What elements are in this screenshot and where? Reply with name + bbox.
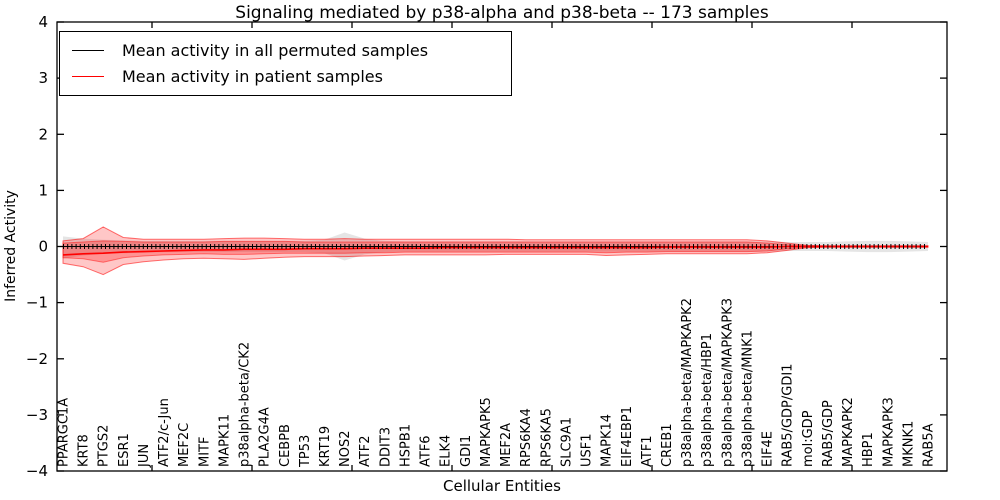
- x-axis-category-label: MAPKAPK2: [841, 397, 856, 467]
- x-axis-category-label: CREB1: [660, 423, 675, 467]
- x-axis-category-label: mol:GDP: [801, 410, 816, 467]
- y-tick-label: 4: [38, 13, 48, 31]
- x-axis-label: Cellular Entities: [443, 477, 561, 495]
- x-axis-category-label: p38alpha-beta/MAPKAPK2: [680, 298, 695, 467]
- x-axis-category-label: RAB5/GDP: [821, 400, 836, 467]
- legend-item-permuted: Mean activity in all permuted samples: [72, 41, 499, 60]
- y-tick-label: 2: [38, 125, 48, 143]
- x-axis-category-label: EIF4E: [761, 431, 776, 467]
- x-axis-category-label: KRT19: [318, 426, 333, 467]
- legend-item-patient: Mean activity in patient samples: [72, 67, 499, 86]
- x-axis-category-label: SLC9A1: [559, 417, 574, 467]
- x-axis-category-label: ESR1: [117, 433, 132, 467]
- legend-label-permuted: Mean activity in all permuted samples: [122, 40, 429, 60]
- y-axis-label: Inferred Activity: [3, 190, 19, 302]
- x-axis-category-label: KRT8: [77, 434, 92, 467]
- y-tick-label: −4: [26, 462, 48, 480]
- x-axis-category-label: RPS6KA4: [519, 408, 534, 467]
- y-tick-label: 3: [38, 69, 48, 87]
- x-axis-category-label: DDIT3: [378, 427, 393, 467]
- permuted-line-swatch: [72, 49, 104, 51]
- x-axis-category-label: PTGS2: [97, 425, 112, 467]
- patient-mean-line: [62, 245, 928, 256]
- x-axis-category-label: p38alpha-beta/MNK1: [741, 330, 756, 467]
- x-axis-category-label: p38alpha-beta/HBP1: [700, 333, 715, 467]
- x-axis-category-label: MITF: [197, 437, 212, 467]
- x-axis-category-label: PLA2G4A: [258, 407, 273, 467]
- x-axis-category-label: MAPKAPK3: [881, 397, 896, 467]
- x-axis-category-label: MEF2C: [177, 423, 192, 467]
- y-tick-label: 0: [38, 238, 48, 256]
- chart-title: Signaling mediated by p38-alpha and p38-…: [235, 3, 769, 23]
- x-axis-category-label: USF1: [580, 433, 595, 467]
- x-axis-category-label: MAPK11: [217, 414, 232, 467]
- x-axis-category-label: MAPK14: [600, 414, 615, 467]
- patient-line-swatch: [72, 76, 104, 78]
- x-axis-category-label: TP53: [298, 435, 313, 468]
- x-axis-category-label: HSPB1: [399, 424, 414, 467]
- x-axis-category-label: ATF2: [358, 435, 373, 467]
- x-axis-category-label: RAB5A: [922, 423, 937, 467]
- x-axis-category-label: MEF2A: [499, 423, 514, 467]
- legend: Mean activity in all permuted samples Me…: [59, 31, 512, 96]
- x-axis-category-label: RPS6KA5: [539, 408, 554, 467]
- y-tick-label: −3: [26, 406, 48, 424]
- x-axis-category-label: ELK4: [439, 435, 454, 467]
- x-axis-category-label: p38alpha-beta/CK2: [238, 342, 253, 467]
- x-axis-category-label: PPARGC1A: [57, 398, 72, 467]
- x-axis-category-label: ATF1: [640, 435, 655, 467]
- x-axis-category-label: MAPKAPK5: [479, 397, 494, 467]
- legend-label-patient: Mean activity in patient samples: [122, 67, 383, 87]
- x-axis-category-label: RAB5/GDP/GDI1: [781, 364, 796, 467]
- y-tick-label: −2: [26, 350, 48, 368]
- x-axis-category-label: CEBPB: [278, 424, 293, 467]
- x-axis-category-label: ATF6: [419, 435, 434, 467]
- x-axis-category-label: HBP1: [861, 432, 876, 467]
- y-tick-label: 1: [38, 181, 48, 199]
- y-tick-label: −1: [26, 294, 48, 312]
- x-axis-category-label: JUN: [137, 444, 152, 468]
- x-axis-category-label: ATF2/c-Jun: [157, 398, 172, 467]
- x-axis-category-label: NOS2: [338, 431, 353, 467]
- x-axis-category-label: MKNK1: [901, 421, 916, 467]
- x-axis-category-label: EIF4EBP1: [620, 406, 635, 467]
- x-axis-category-label: p38alpha-beta/MAPKAPK3: [720, 298, 735, 467]
- x-axis-category-label: GDI1: [459, 435, 474, 467]
